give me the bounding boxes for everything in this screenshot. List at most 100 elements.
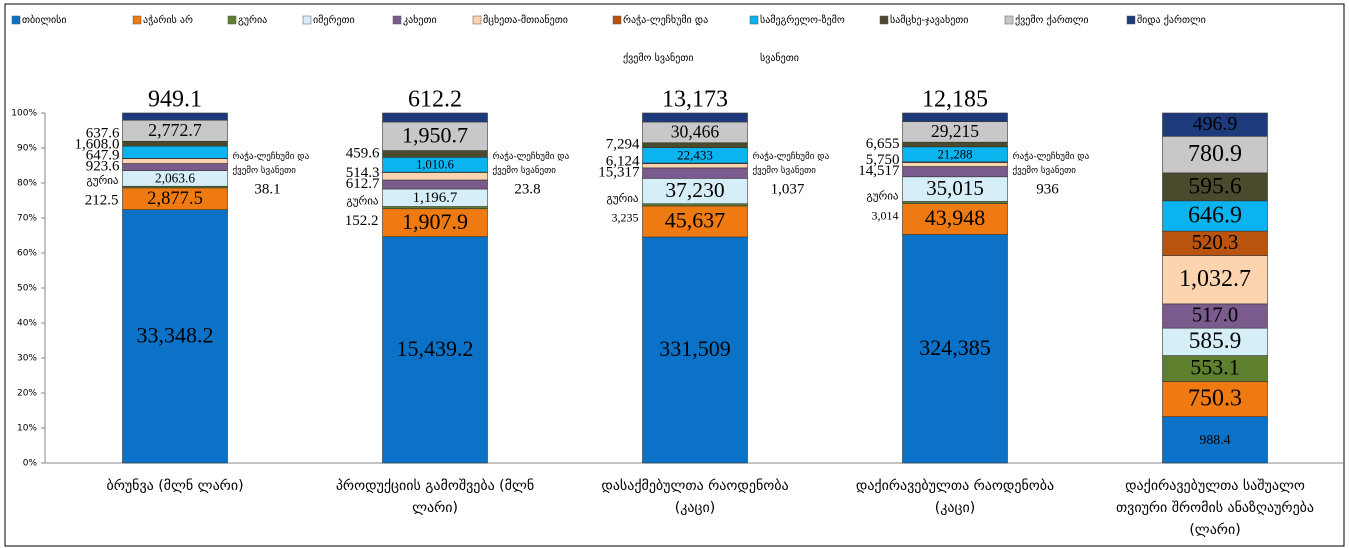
value-label: 37,230 [665,178,724,202]
value-label: 988.4 [1199,433,1230,448]
bar-segment [122,158,228,164]
value-label: 13,173 [662,87,728,113]
value-label: 1,196.7 [413,190,458,206]
bar-segment [902,201,1008,204]
y-tick-label: 0% [23,459,38,469]
y-tick-label: 50% [17,284,37,294]
value-label: 1,037 [771,181,805,197]
value-label: 750.3 [1188,386,1242,412]
bar-segment [1162,327,1268,356]
legend-label: ქვემო ქართლი [1015,14,1089,26]
bar-segment [902,162,1008,167]
value-label: 152.2 [345,213,379,229]
bar-segment [1162,303,1268,329]
value-label: 612.7 [346,176,380,192]
bar-segment [902,234,1008,464]
legend-swatch [749,15,759,25]
value-label: 1,907.9 [402,209,468,234]
bar-segment [1162,416,1268,464]
bar-segment [382,236,488,464]
bar-segment [902,141,1008,148]
value-label: 6,655 [866,136,900,152]
legend-swatch [1126,15,1136,25]
legend-label: თბილისი [22,14,67,26]
value-label: 780.9 [1188,141,1242,167]
value-label: 1,032.7 [1179,266,1251,292]
y-tick-label: 30% [17,354,37,364]
value-label: 2,772.7 [148,120,202,140]
value-label: 22,433 [677,147,713,162]
bar-segment [642,112,748,123]
y-tick-label: 70% [17,214,37,224]
legend-swatch [227,15,237,25]
bar-segment [1162,230,1268,256]
legend-swatch [879,15,889,25]
value-label: 459.6 [346,145,380,161]
legend-swatch [612,15,622,25]
legend-swatch [132,15,142,25]
series-annotation: გურია [606,192,639,205]
bar-segment [902,166,1008,178]
x-tick-label: დაქირავებულთა საშუალო თვიური შრომის ანაზღ… [1116,477,1314,538]
bar-segment [1162,255,1268,305]
bar-segment [382,206,488,210]
legend-label: იმერეთი [313,14,355,26]
x-tick-label: დასაქმებულთა რაოდენობა (კაცი) [601,477,788,516]
bar-segment [122,209,228,464]
value-label: 637.6 [86,125,120,141]
legend-swatch [1004,15,1014,25]
series-annotation: რაჭა-ლეჩხუმი და ქვემო სვანეთი [1013,151,1090,176]
bar-segment [642,142,748,149]
value-label: 923.6 [86,158,120,174]
legend-label: სამეგრელო-ზემო სვანეთი [760,14,845,64]
value-label: 646.9 [1188,202,1242,228]
value-label: 936 [1036,181,1059,197]
x-tick-label: ბრუნვა (მლნ ლარი) [106,477,243,494]
value-label: 2,063.6 [155,170,195,185]
bar-segment [642,178,748,205]
legend-swatch [472,15,482,25]
value-label: 38.1 [254,181,280,197]
value-label: 45,637 [665,208,726,233]
legend-swatch [11,15,21,25]
series-annotation: რაჭა-ლეჩხუმი და ქვემო სვანეთი [753,151,830,176]
y-tick-label: 20% [17,389,37,399]
y-tick-label: 80% [17,179,37,189]
value-label: 5,750 [866,152,900,168]
value-label: 585.9 [1189,328,1242,354]
y-tick-label: 40% [17,319,37,329]
legend-swatch [302,15,312,25]
legend-label: სამცხე-ჯავახეთი [890,14,968,26]
y-tick-label: 90% [17,144,37,154]
series-annotation: რაჭა-ლეჩხუმი და ქვემო სვანეთი [493,151,570,176]
value-label: 612.2 [408,87,462,113]
value-label: 949.1 [148,87,202,113]
value-label: 1,950.7 [402,122,468,147]
value-label: 43,948 [925,205,986,230]
value-label: 33,348.2 [137,322,214,347]
bar-segment [902,203,1008,235]
value-label: 3,014 [872,208,899,222]
value-label: 520.3 [1192,232,1239,254]
bar-segment [642,163,748,169]
bar-segment [1162,172,1268,202]
legend-label: მცხეთა-მთიანეთი [483,14,568,26]
value-label: 35,015 [926,176,984,200]
bar-segment [382,179,488,190]
value-label: 14,517 [858,163,900,179]
bar-segment [382,112,488,123]
bar-segment [642,167,748,179]
value-label: 7,294 [606,137,640,153]
bar-segment [1162,355,1268,382]
value-label: 595.6 [1188,173,1242,199]
legend-label: კახეთი [403,14,437,26]
x-tick-label: დაქირავებულთა რაოდენობა (კაცი) [856,477,1054,516]
value-label: 1,010.6 [416,158,454,172]
series-annotation: გურია [86,174,119,187]
bar-segment [642,203,748,207]
series-annotation: გურია [866,190,899,203]
value-label: 496.9 [1193,113,1238,135]
value-label: 3,235 [612,211,639,225]
legend-label: შიდა ქართლი [1137,14,1206,26]
